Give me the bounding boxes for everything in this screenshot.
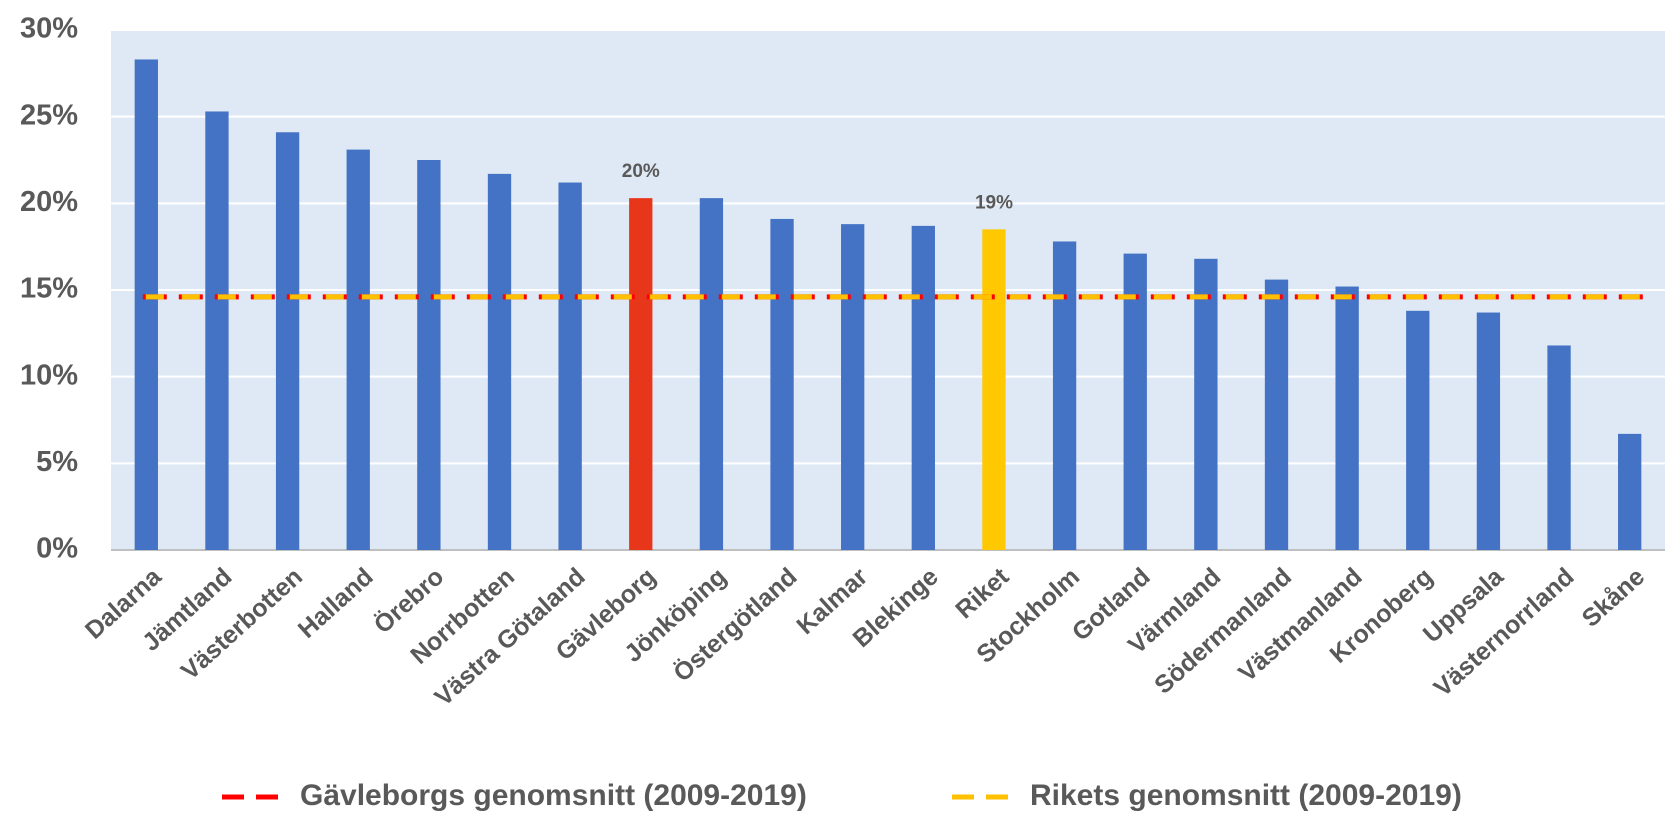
bar [487, 173, 512, 550]
x-tick-label: Riket [950, 562, 1015, 624]
bar [1052, 241, 1077, 550]
x-tick-label: Östergötland [667, 562, 802, 688]
y-tick-label: 10% [20, 359, 78, 391]
bar [841, 224, 865, 550]
legend-label: Gävleborgs genomsnitt (2009-2019) [300, 779, 807, 812]
bar [982, 229, 1006, 551]
x-tick-label: Västmanland [1233, 563, 1367, 688]
y-tick-label: 25% [20, 99, 78, 131]
bar [1264, 279, 1289, 550]
bar [134, 59, 158, 550]
bar [911, 225, 935, 550]
data-label: 20% [622, 161, 660, 182]
bar [1194, 258, 1218, 550]
bar [1335, 286, 1359, 550]
x-tick-label: Västerbotten [176, 563, 308, 686]
x-tick-label: Halland [293, 563, 379, 644]
data-label: 19% [975, 192, 1013, 213]
legend-label: Rikets genomsnitt (2009-2019) [1030, 779, 1462, 812]
y-tick-label: 30% [20, 13, 78, 45]
bar [1618, 433, 1642, 550]
y-tick-label: 15% [20, 273, 78, 305]
bar [699, 198, 724, 550]
bar [275, 132, 300, 550]
bar [558, 182, 582, 551]
bar [1476, 312, 1501, 550]
y-tick-label: 20% [20, 186, 78, 218]
y-tick-label: 0% [36, 533, 78, 565]
bar [1406, 310, 1430, 550]
bar [770, 218, 794, 550]
bar [417, 160, 441, 550]
bar [346, 149, 370, 550]
bar [1123, 253, 1147, 550]
bar [1547, 345, 1571, 550]
bar [205, 111, 229, 550]
x-tick-label: Skåne [1577, 563, 1651, 633]
bar [629, 198, 653, 550]
y-tick-label: 5% [36, 446, 78, 478]
